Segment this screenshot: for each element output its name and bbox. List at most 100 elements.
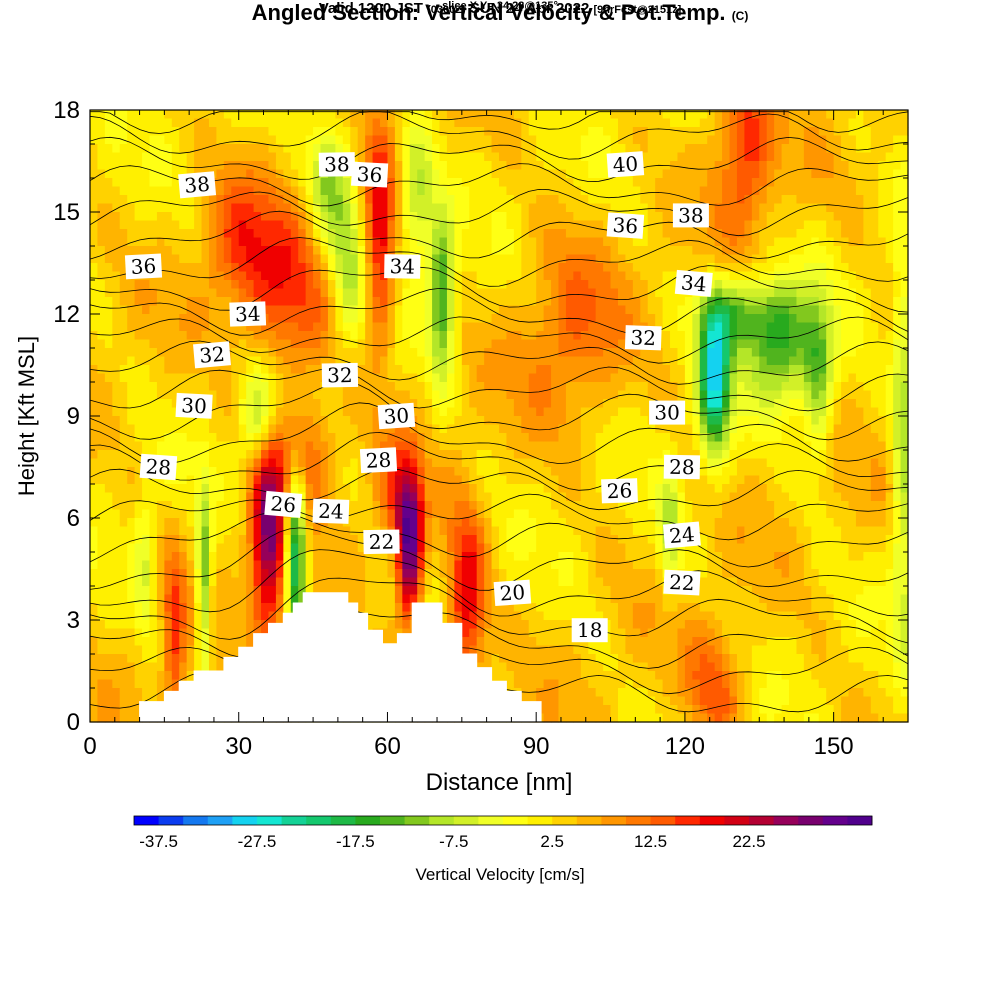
y-tick-label: 9	[67, 403, 80, 430]
contour-label-text: 28	[365, 448, 392, 473]
colorbar-tick-label: -27.5	[238, 832, 277, 851]
contour-label-text: 24	[318, 499, 344, 524]
valid-time: Valid 1200 JST	[318, 0, 423, 17]
y-tick-label: 15	[53, 199, 80, 226]
contour-label: 28	[359, 447, 398, 474]
contour-label-text: 38	[183, 172, 210, 198]
x-tick-label: 90	[523, 733, 550, 760]
contour-label: 32	[321, 362, 359, 388]
contour-label: 36	[350, 161, 389, 188]
slice-info: slice X,Y= 34,23@135°	[0, 0, 1000, 12]
colorbar-band	[626, 816, 651, 825]
contour-label-text: 18	[577, 618, 602, 642]
title-main-small: (C)	[731, 9, 749, 23]
colorbar-tick-label: 2.5	[540, 832, 564, 851]
y-tick-label: 3	[67, 607, 80, 634]
colorbar-tick-label: -7.5	[439, 832, 468, 851]
contour-label: 20	[493, 579, 532, 607]
colorbar-band	[552, 816, 578, 825]
contour-label-text: 22	[669, 570, 696, 595]
colorbar-band	[724, 816, 750, 825]
contour-label: 36	[606, 212, 645, 239]
contour-label-text: 28	[145, 454, 172, 480]
colorbar-band	[257, 816, 282, 825]
contour-label-text: 26	[270, 491, 297, 517]
colorbar: -37.5 -27.5 -17.5 -7.5 2.5 12.5 22.5 Vertical V…	[133, 815, 873, 884]
contour-label-text: 32	[327, 363, 353, 387]
contour-label: 32	[193, 341, 231, 369]
colorbar-band	[429, 816, 455, 825]
colorbar-frame	[133, 815, 873, 826]
colorbar-tick-label: 22.5	[732, 832, 765, 851]
valid-date: SUN 24 Apr 2022	[469, 0, 590, 17]
contour-label: 26	[264, 490, 303, 518]
contour-label: 26	[601, 478, 638, 504]
chart-subtitle: Valid 1200 JST (0300Z) SUN 24 Apr 2022 […	[0, 0, 1000, 17]
contour-label-text: 32	[630, 325, 656, 350]
y-tick-label: 0	[67, 709, 80, 736]
contour-label: 28	[139, 453, 178, 481]
x-axis: 0 30 60 90 120 150	[83, 110, 884, 760]
contour-label: 30	[377, 402, 416, 430]
y-tick-label: 12	[53, 301, 80, 328]
contour-label-text: 24	[668, 522, 695, 548]
contour-label-text: 30	[181, 393, 208, 418]
contour-label: 22	[363, 529, 400, 555]
x-axis-label: Distance [nm]	[426, 769, 573, 796]
contour-label: 22	[663, 569, 701, 596]
colorbar-band	[380, 816, 405, 825]
contour-label-text: 34	[235, 302, 261, 327]
chart-title: Angled Section: Vertical Velocity & Pot.…	[0, 0, 1000, 26]
contour-label-text: 38	[324, 152, 350, 176]
contour-label: 38	[672, 203, 709, 228]
colorbar-band	[699, 816, 725, 825]
contour-label: 40	[606, 151, 645, 178]
x-tick-label: 150	[814, 733, 854, 760]
contour-label: 30	[175, 392, 213, 419]
contour-label: 38	[318, 152, 356, 177]
contour-label-text: 36	[130, 254, 157, 279]
colorbar-band	[527, 816, 553, 825]
velocity-field	[90, 110, 909, 723]
x-tick-label: 60	[374, 733, 401, 760]
colorbar-band	[281, 816, 307, 825]
colorbar-band	[773, 816, 799, 825]
contour-label-text: 32	[198, 342, 225, 368]
contour-label: 28	[663, 454, 701, 480]
contour-label: 34	[229, 301, 267, 327]
colorbar-tick-label: -37.5	[139, 832, 178, 851]
x-tick-label: 120	[665, 733, 705, 760]
colorbar-band	[847, 816, 873, 825]
contour-label-text: 30	[654, 401, 679, 425]
y-axis: 0 36 9 12 15 18	[53, 97, 908, 736]
contour-label-text: 34	[389, 254, 415, 278]
contour-label: 36	[124, 253, 163, 280]
colorbar-label: Vertical Velocity [cm/s]	[415, 865, 584, 884]
colorbar-band	[330, 816, 356, 825]
contour-label-text: 38	[678, 203, 703, 227]
colorbar-band	[576, 816, 602, 825]
colorbar-band	[675, 816, 701, 825]
contour-label-text: 36	[356, 162, 383, 187]
contour-label-text: 20	[499, 580, 526, 606]
contour-label-text: 26	[606, 478, 632, 503]
colorbar-band	[355, 816, 381, 825]
colorbar-tick-label: -17.5	[336, 832, 375, 851]
x-tick-label: 30	[225, 733, 252, 760]
contour-label-text: 40	[612, 152, 639, 178]
colorbar-band	[478, 816, 504, 825]
colorbar-tick-label: 12.5	[634, 832, 667, 851]
contour-label-text: 34	[680, 270, 707, 296]
contour-label: 34	[384, 254, 421, 279]
slice-label: slice X,Y= 34,23@135°	[442, 0, 558, 12]
contour-label: 24	[312, 498, 350, 524]
valid-utc: (0300Z)	[427, 4, 466, 16]
forecast-info: [9hrFcst@2151z]	[593, 4, 682, 16]
contour-label-text: 36	[612, 213, 639, 239]
colorbar-band	[183, 816, 209, 825]
colorbar-band	[453, 816, 479, 825]
colorbar-band	[158, 816, 184, 825]
contour-label: 30	[649, 400, 686, 425]
